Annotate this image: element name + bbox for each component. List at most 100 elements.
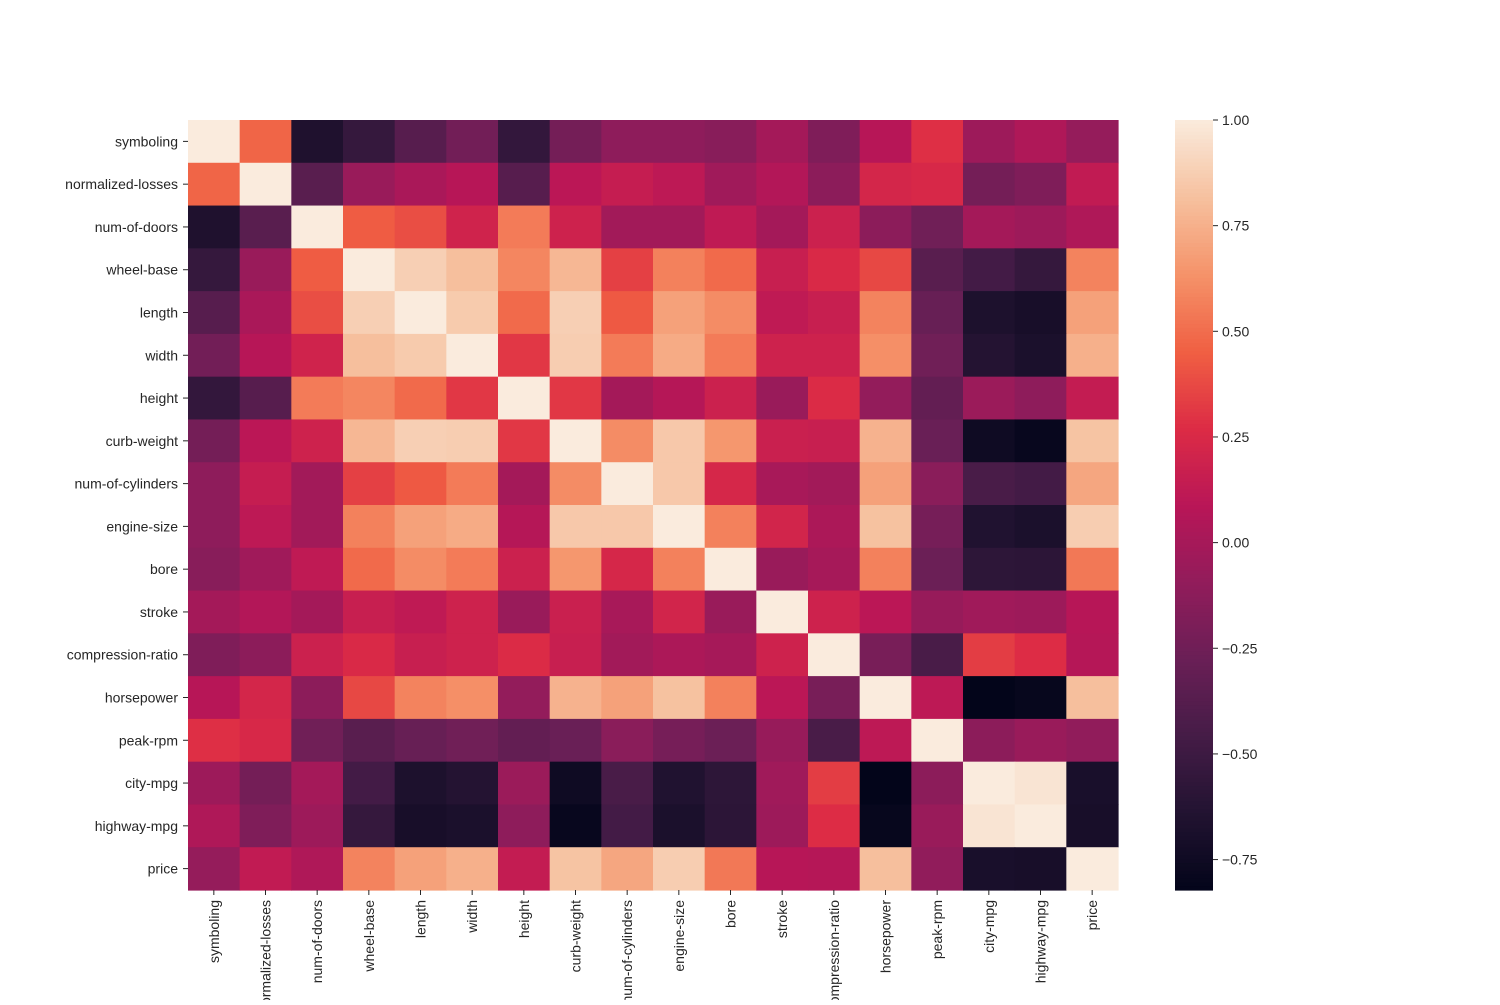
- heatmap-cell: [239, 847, 292, 891]
- heatmap-cell: [1066, 633, 1119, 677]
- heatmap-cell: [911, 419, 964, 463]
- heatmap-cell: [704, 761, 757, 806]
- colorbar-segment: [1175, 531, 1213, 537]
- colorbar-segment: [1175, 435, 1213, 441]
- colorbar-segment: [1175, 162, 1213, 167]
- colorbar-segment: [1175, 493, 1213, 498]
- heatmap-cell: [859, 120, 912, 164]
- heatmap-cell: [394, 761, 447, 806]
- heatmap-cell: [1066, 162, 1119, 207]
- heatmap-cell: [188, 419, 241, 463]
- heatmap-cell: [601, 804, 654, 848]
- colorbar-segment: [1175, 874, 1213, 880]
- colorbar-segment: [1175, 670, 1213, 675]
- colorbar-segment: [1175, 270, 1213, 275]
- heatmap-cell: [808, 419, 861, 463]
- heatmap-cell: [756, 291, 809, 335]
- heatmap-cell: [239, 718, 292, 763]
- heatmap-cell: [498, 333, 551, 378]
- colorbar-segment: [1175, 508, 1213, 514]
- colorbar-segment: [1175, 381, 1213, 387]
- heatmap-cell: [653, 590, 706, 634]
- heatmap-cell: [394, 847, 447, 891]
- heatmap-cell: [911, 333, 964, 378]
- heatmap-cell: [1014, 804, 1067, 848]
- heatmap-cell: [963, 676, 1016, 720]
- heatmap-cell: [394, 248, 447, 292]
- colorbar-segment: [1175, 212, 1213, 217]
- column-tick-label: wheel-base: [361, 900, 377, 973]
- colorbar-segment: [1175, 839, 1213, 845]
- heatmap-cell: [859, 718, 912, 763]
- colorbar-segment: [1175, 289, 1213, 294]
- heatmap-cell: [549, 505, 602, 549]
- heatmap-cell: [291, 419, 344, 463]
- heatmap-cell: [394, 291, 447, 335]
- heatmap-cell: [188, 547, 241, 592]
- heatmap-cell: [394, 419, 447, 463]
- colorbar-segment: [1175, 277, 1213, 283]
- heatmap-cell: [343, 291, 396, 335]
- heatmap-cell: [549, 590, 602, 634]
- colorbar-segment: [1175, 485, 1213, 491]
- heatmap-cell: [291, 376, 344, 421]
- colorbar-segment: [1175, 701, 1213, 706]
- heatmap-cell: [1066, 205, 1119, 249]
- heatmap-cell: [549, 718, 602, 763]
- colorbar-segment: [1175, 266, 1213, 271]
- heatmap-cell: [1014, 633, 1067, 677]
- heatmap-cell: [446, 590, 499, 634]
- heatmap-cell: [911, 205, 964, 249]
- heatmap-cell: [343, 376, 396, 421]
- heatmap-cell: [446, 462, 499, 506]
- row-tick-label: length: [140, 305, 178, 321]
- colorbar-tick-label: −0.75: [1222, 852, 1258, 868]
- heatmap-cell: [446, 419, 499, 463]
- heatmap-cell: [498, 804, 551, 848]
- row-tick-label: horsepower: [105, 690, 178, 706]
- colorbar-segment: [1175, 562, 1213, 568]
- colorbar-segment: [1175, 635, 1213, 641]
- heatmap-cell: [704, 505, 757, 549]
- colorbar-segment: [1175, 466, 1213, 471]
- heatmap-cell: [808, 248, 861, 292]
- heatmap-cell: [963, 718, 1016, 763]
- column-tick-label: symboling: [206, 900, 222, 963]
- colorbar-segment: [1175, 150, 1213, 156]
- heatmap-cell: [704, 804, 757, 848]
- row-tick-label: stroke: [140, 604, 178, 620]
- colorbar-segment: [1175, 262, 1213, 267]
- heatmap-cell: [291, 205, 344, 249]
- colorbar-segment: [1175, 428, 1213, 433]
- heatmap-cell: [394, 462, 447, 506]
- heatmap-cell: [291, 462, 344, 506]
- heatmap-cell: [188, 804, 241, 848]
- heatmap-cell: [601, 462, 654, 506]
- heatmap-cell: [653, 462, 706, 506]
- colorbar-segment: [1175, 732, 1213, 737]
- heatmap-cell: [653, 804, 706, 848]
- colorbar-segment: [1175, 535, 1213, 541]
- colorbar-tick-label: 0.50: [1222, 323, 1249, 339]
- heatmap-cell: [1066, 718, 1119, 763]
- colorbar-segment: [1175, 281, 1213, 287]
- heatmap-cell: [911, 804, 964, 848]
- colorbar-segment: [1175, 666, 1213, 672]
- colorbar-segment: [1175, 762, 1213, 768]
- heatmap-cell: [1066, 676, 1119, 720]
- row-tick-label: highway-mpg: [95, 818, 178, 834]
- heatmap-cell: [239, 162, 292, 207]
- heatmap-cell: [1066, 505, 1119, 549]
- heatmap-cell: [291, 633, 344, 677]
- colorbar-segment: [1175, 851, 1213, 856]
- heatmap-cell: [963, 248, 1016, 292]
- colorbar-segment: [1175, 574, 1213, 579]
- colorbar-segment: [1175, 605, 1213, 610]
- heatmap-cell: [756, 162, 809, 207]
- heatmap-cell: [291, 333, 344, 378]
- heatmap-cell: [756, 718, 809, 763]
- heatmap-cell: [446, 761, 499, 806]
- heatmap-cell: [859, 205, 912, 249]
- colorbar-segment: [1175, 828, 1213, 833]
